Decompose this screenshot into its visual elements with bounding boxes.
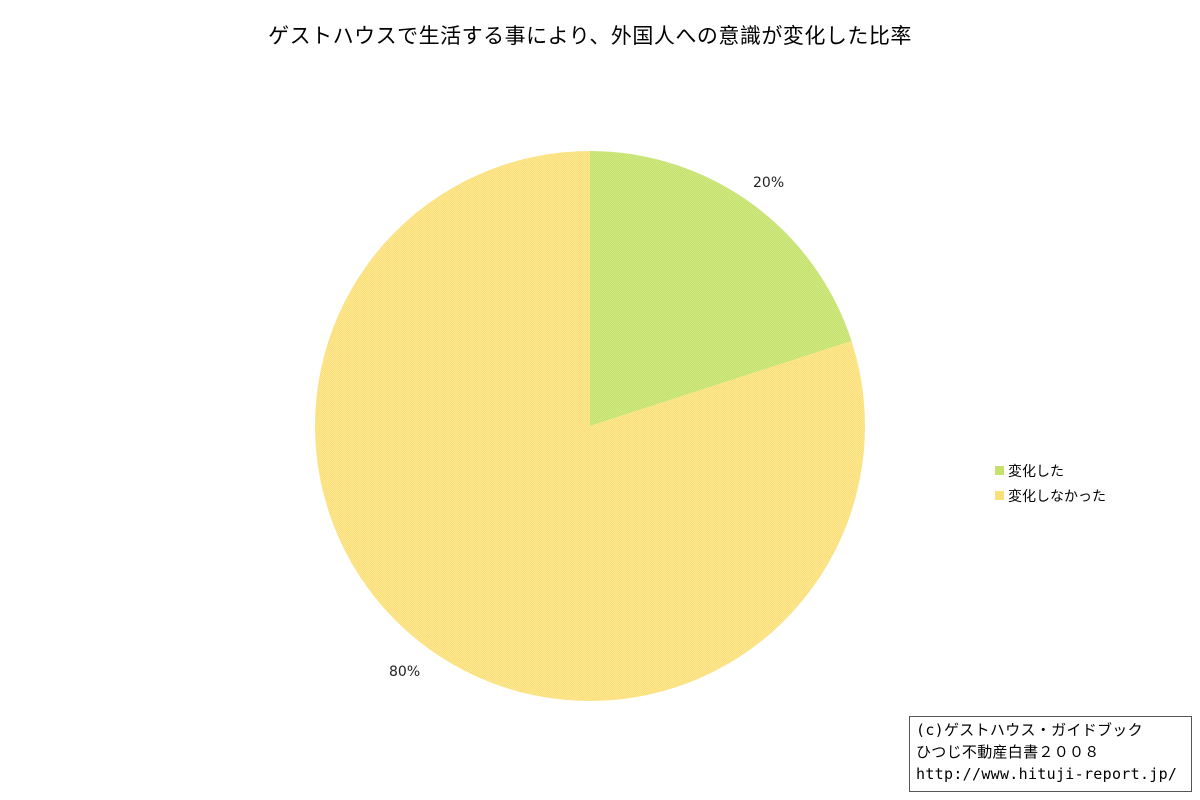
chart-title: ゲストハウスで生活する事により、外国人への意識が変化した比率 <box>268 24 912 48</box>
legend-item-unchanged: 変化しなかった <box>995 483 1106 508</box>
slice-data-label: 80% <box>389 664 420 680</box>
legend-swatch <box>995 466 1004 475</box>
copyright-line: ひつじ不動産白書２００８ <box>916 743 1100 761</box>
pie-slice-texture <box>315 151 866 701</box>
legend-label: 変化した <box>1008 463 1064 480</box>
pie-slice-texture <box>590 151 852 426</box>
legend-swatch <box>995 491 1004 500</box>
legend: 変化した 変化しなかった <box>995 458 1106 508</box>
legend-label: 変化しなかった <box>1008 488 1106 505</box>
copyright-line: (c)ゲストハウス・ガイドブック <box>916 721 1143 739</box>
slice-data-label: 20% <box>753 175 784 191</box>
legend-item-changed: 変化した <box>995 458 1106 483</box>
copyright-line: http://www.hituji-report.jp/ <box>916 765 1178 783</box>
copyright-box: (c)ゲストハウス・ガイドブック ひつじ不動産白書２００８ http://www… <box>909 716 1192 792</box>
